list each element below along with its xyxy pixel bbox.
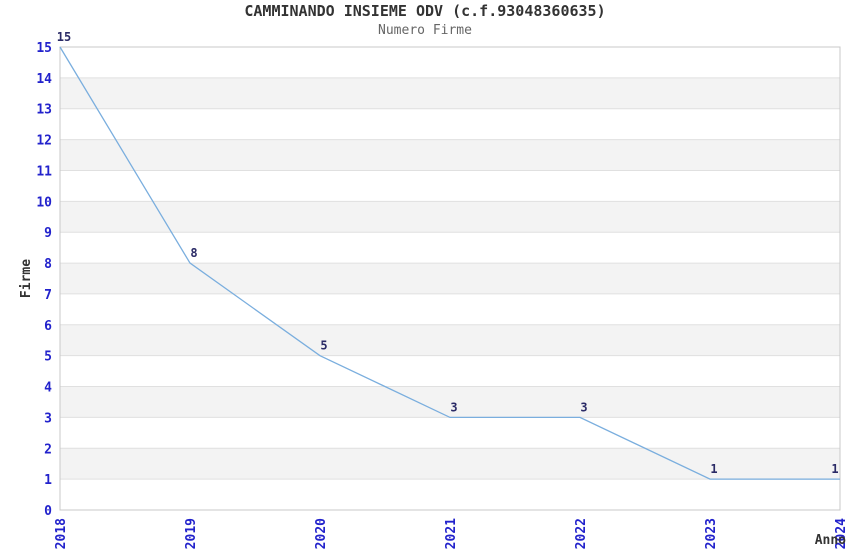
y-tick-label: 5 — [44, 350, 52, 365]
y-tick-label: 8 — [44, 257, 52, 272]
y-tick-label: 14 — [36, 72, 52, 87]
data-line — [59, 46, 840, 480]
y-tick-label: 13 — [36, 103, 52, 118]
plot-band — [60, 448, 840, 480]
x-axis-title: Anno — [815, 533, 846, 548]
y-axis-title: Firme — [19, 259, 34, 298]
y-tick-label: 10 — [36, 195, 52, 210]
y-tick-label: 3 — [44, 411, 52, 426]
data-point-label: 3 — [450, 400, 457, 414]
y-tick-label: 0 — [44, 504, 52, 519]
y-tick-label: 7 — [44, 288, 52, 303]
plot-band — [60, 201, 840, 233]
y-tick-label: 1 — [44, 473, 52, 488]
data-point-label: 1 — [710, 462, 717, 476]
data-point-label: 3 — [580, 400, 587, 414]
y-tick-label: 11 — [36, 164, 52, 179]
plot-band — [60, 324, 840, 356]
data-point-label: 15 — [57, 30, 71, 44]
x-tick-label: 2023 — [704, 518, 719, 549]
plot-band — [60, 77, 840, 109]
x-tick-label: 2020 — [314, 518, 329, 549]
y-tick-label: 9 — [44, 226, 52, 241]
y-tick-label: 2 — [44, 442, 52, 457]
x-tick-label: 2024 — [834, 518, 849, 549]
x-tick-label: 2021 — [444, 518, 459, 549]
plot-border — [59, 46, 841, 511]
y-tick-label: 12 — [36, 134, 52, 149]
x-tick-label: 2018 — [54, 518, 69, 549]
plot-band — [60, 263, 840, 294]
data-point-label: 8 — [190, 246, 197, 260]
x-tick-label: 2019 — [184, 518, 199, 549]
data-point-label: 5 — [320, 339, 327, 353]
chart-subtitle: Numero Firme — [378, 23, 472, 38]
chart-title: CAMMINANDO INSIEME ODV (c.f.93048360635) — [244, 2, 606, 20]
y-tick-label: 15 — [36, 41, 52, 56]
y-tick-label: 6 — [44, 319, 52, 334]
data-point-label: 1 — [831, 462, 838, 476]
y-tick-label: 4 — [44, 381, 52, 396]
x-tick-label: 2022 — [574, 518, 589, 549]
plot-band — [60, 139, 840, 171]
plot-band — [60, 386, 840, 418]
